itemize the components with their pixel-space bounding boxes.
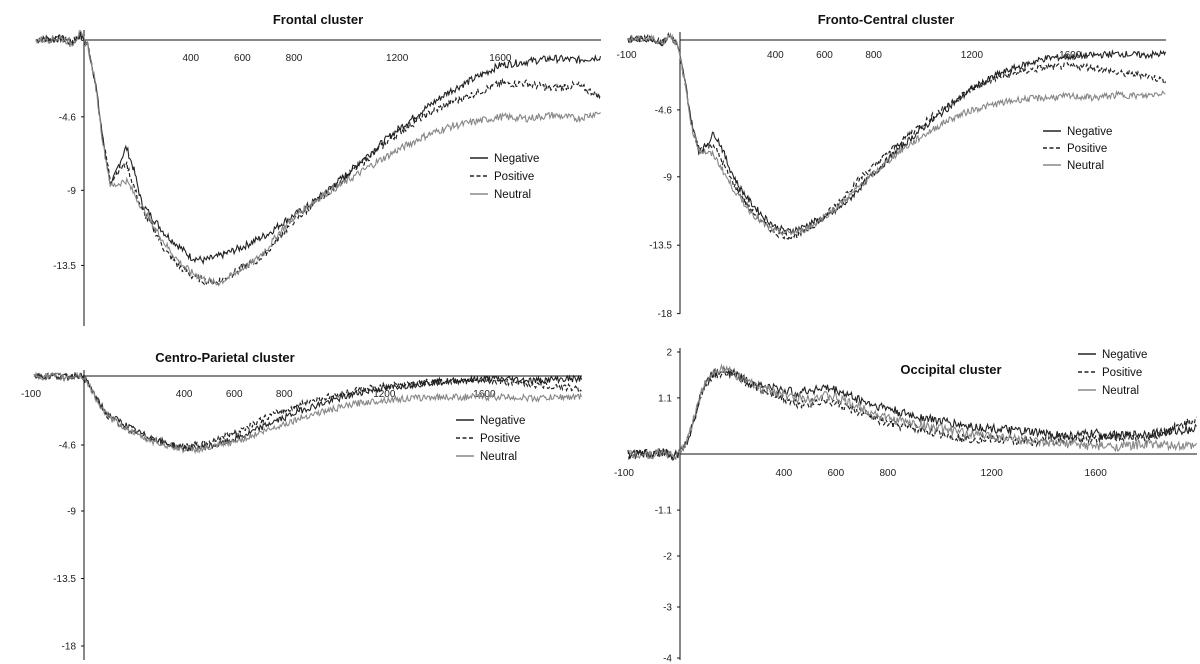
series-line-neutral: [35, 30, 601, 287]
legend: Negative Positive Neutral: [470, 153, 539, 201]
legend-label: Neutral: [480, 451, 517, 463]
panel-fronto-central: Fronto-Central cluster -100 400 600 800 1200…: [617, 12, 1167, 320]
legend-label: Positive: [480, 433, 520, 445]
y-tick-label: -9: [67, 507, 76, 518]
y-tick-label: -4: [663, 654, 672, 664]
panel-title: Fronto-Central cluster: [818, 12, 955, 27]
x-tick-label: 400: [776, 468, 793, 479]
series-line-neutral: [627, 363, 1197, 460]
series-lines: [35, 30, 602, 287]
tick-labels: 400 600 800 1200 1600 -4.6 -9 -13.5: [53, 53, 512, 272]
series-line-neutral: [627, 33, 1166, 237]
panel-occipital: Occipital cluster -100 400 600 800 1200 1600 2…: [614, 348, 1197, 664]
y-tick-label: -3: [663, 603, 672, 614]
series-line-positive: [33, 371, 582, 452]
legend: Negative Positive Neutral: [1078, 349, 1147, 397]
y-tick-label: 1.1: [658, 393, 672, 404]
series-lines: [627, 363, 1197, 462]
x-tick-label: 1600: [1059, 50, 1082, 61]
y-tick-label: -9: [67, 186, 76, 197]
legend-label: Negative: [1067, 126, 1112, 138]
y-tick-label: -13.5: [53, 261, 76, 272]
panel-frontal: Frontal cluster 400 600 800 1200 1600 -4.6 -9 -…: [35, 12, 602, 326]
panel-centro-parietal: Centro-Parietal cluster -100 400 600 800 120…: [21, 350, 583, 660]
y-tick-label: -2: [663, 552, 672, 563]
x-tick-label: -100: [614, 468, 634, 479]
panel-title: Occipital cluster: [900, 362, 1001, 377]
x-tick-label: 1200: [373, 389, 396, 400]
x-tick-label: 600: [816, 50, 833, 61]
y-tick-label: 2: [666, 348, 672, 359]
series-line-neutral: [33, 371, 583, 455]
x-tick-label: -100: [21, 389, 41, 400]
x-tick-label: 600: [828, 468, 845, 479]
x-tick-label: 400: [767, 50, 784, 61]
tick-labels: -100 400 600 800 1200 1600 -4.6 -9 -13.5 -18: [617, 50, 1082, 320]
legend-label: Negative: [1102, 349, 1147, 361]
legend-label: Negative: [494, 153, 539, 165]
tick-labels: -100 400 600 800 1200 1600 2 1.1 -1.1 -2 -3 -4: [614, 348, 1107, 664]
x-tick-label: 800: [879, 468, 896, 479]
panel-title: Frontal cluster: [273, 12, 363, 27]
legend-label: Positive: [1102, 367, 1142, 379]
series-line-negative: [627, 33, 1167, 235]
legend: Negative Positive Neutral: [1043, 126, 1112, 172]
legend-label: Neutral: [494, 189, 531, 201]
x-tick-label: 1600: [1085, 468, 1108, 479]
series-line-positive: [627, 31, 1167, 240]
y-tick-label: -13.5: [53, 574, 76, 585]
y-tick-label: -18: [658, 309, 673, 320]
x-tick-label: 1200: [981, 468, 1004, 479]
legend-label: Neutral: [1102, 385, 1139, 397]
x-tick-label: 400: [182, 53, 199, 64]
y-tick-label: -13.5: [649, 241, 672, 252]
y-tick-label: -4.6: [59, 441, 77, 452]
legend: Negative Positive Neutral: [456, 415, 525, 463]
legend-label: Negative: [480, 415, 525, 427]
x-tick-label: 1200: [386, 53, 409, 64]
y-tick-label: -4.6: [59, 112, 77, 123]
x-tick-label: 400: [176, 389, 193, 400]
series-line-negative: [35, 32, 602, 265]
x-tick-label: 1600: [489, 53, 512, 64]
series-line-positive: [35, 30, 602, 286]
x-tick-label: 800: [286, 53, 303, 64]
x-tick-label: 600: [234, 53, 251, 64]
series-lines: [33, 371, 583, 455]
series-line-positive: [627, 367, 1197, 462]
panel-title: Centro-Parietal cluster: [155, 350, 294, 365]
x-tick-label: 600: [226, 389, 243, 400]
series-lines: [627, 31, 1167, 240]
legend-label: Neutral: [1067, 160, 1104, 172]
x-tick-label: 800: [276, 389, 293, 400]
legend-label: Positive: [494, 171, 534, 183]
y-tick-label: -4.6: [655, 105, 673, 116]
x-tick-label: -100: [617, 50, 637, 61]
legend-label: Positive: [1067, 143, 1107, 155]
y-tick-label: -1.1: [655, 506, 673, 517]
y-tick-label: -9: [663, 172, 672, 183]
x-tick-label: 1200: [961, 50, 984, 61]
y-tick-label: -18: [62, 642, 77, 653]
x-tick-label: 800: [865, 50, 882, 61]
